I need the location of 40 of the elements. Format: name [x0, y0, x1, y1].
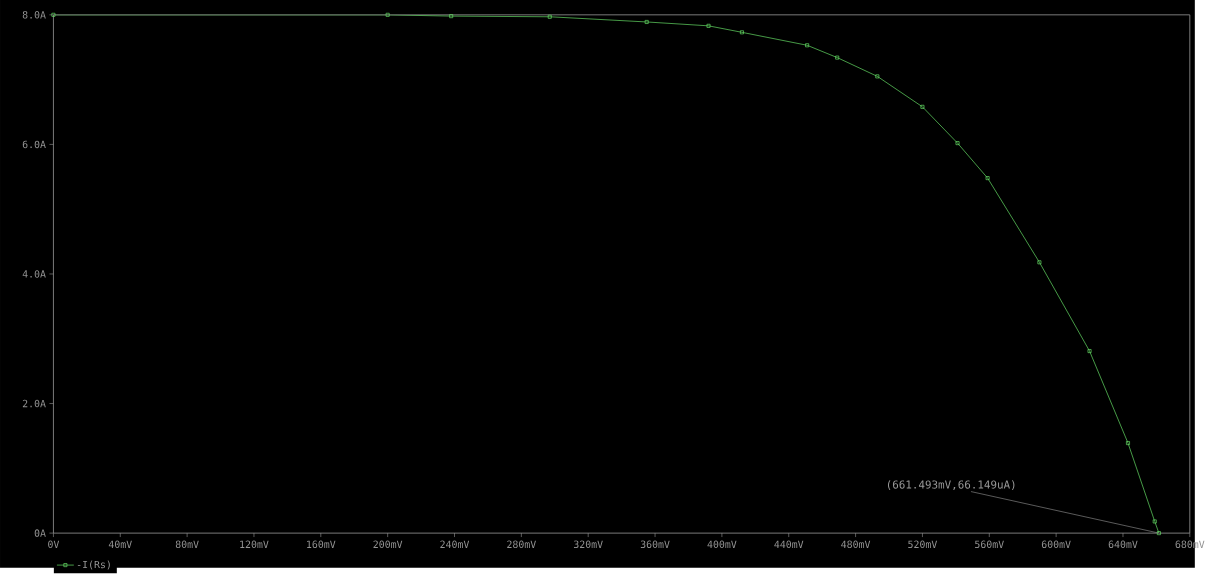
point	[985, 176, 990, 181]
x-tick-label: 600mV	[1041, 540, 1071, 549]
y-tick-label: 0A	[34, 529, 46, 538]
point	[955, 141, 960, 146]
point	[875, 74, 880, 79]
point	[805, 43, 810, 48]
x-tick-label: 80mV	[175, 540, 199, 549]
legend-label: -I(Rs)	[77, 560, 110, 570]
x-tick-label: 40mV	[108, 540, 132, 549]
y-tick-label: 2.0A	[22, 400, 46, 408]
point	[1126, 441, 1130, 446]
x-tick-label: 120mV	[240, 540, 269, 549]
y-tick-label: 8.0A	[22, 11, 46, 19]
point	[920, 105, 925, 109]
x-tick-label: 640mV	[1108, 540, 1138, 549]
x-tick-label: 520mV	[908, 540, 938, 549]
point	[1037, 260, 1042, 265]
point	[547, 15, 552, 19]
x-tick-label: 0V	[48, 540, 60, 549]
point	[1152, 519, 1157, 524]
point	[706, 24, 711, 29]
y-tick-label: 4.0A	[22, 270, 46, 278]
x-tick-label: 160mV	[307, 540, 336, 549]
x-tick-label: 200mV	[373, 540, 403, 549]
x-tick-label: 240mV	[440, 540, 470, 549]
x-tick-label: 360mV	[640, 540, 670, 549]
annotation: (661.493mV,66.149uA)	[887, 480, 1015, 491]
point	[835, 55, 840, 60]
point	[1087, 349, 1092, 354]
point	[385, 13, 390, 17]
y-tick-label: 6.0A	[22, 140, 46, 149]
x-tick-label: 400mV	[707, 540, 737, 549]
x-tick-label: 320mV	[573, 540, 603, 549]
x-tick-label: 440mV	[774, 540, 804, 549]
point	[449, 14, 454, 19]
x-tick-label: 280mV	[507, 540, 536, 549]
point	[740, 30, 744, 35]
x-tick-label: 560mV	[975, 540, 1004, 549]
x-tick-label: 480mV	[841, 540, 871, 549]
point	[644, 20, 649, 25]
